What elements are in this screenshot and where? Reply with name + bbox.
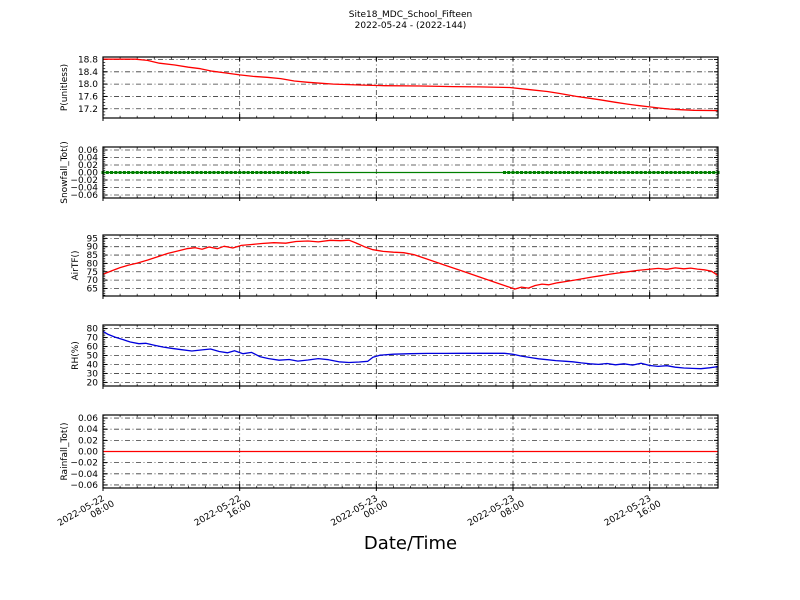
ticks [102,147,719,201]
x-tick-label: 2022-05-2308:00 [466,491,526,537]
y-tick-label: 65 [87,284,98,294]
chart-subtitle: 2022-05-24 - (2022-144) [354,21,467,31]
y-tick-label: −0.04 [70,470,98,480]
series-line [102,330,719,370]
chart-title: Site18_MDC_School_Fifteen [348,10,473,20]
panel-frame [102,146,719,199]
panel-rainfall-tot: 0.060.040.02 0.00−0.02−0.04−0.06Rainfall_… [60,414,719,491]
y-tick-label: 80 [87,325,99,335]
y-axis-label: RH(%) [71,341,81,370]
x-tick-label: 2022-05-2300:00 [330,491,390,537]
y-tick-label: 0.04 [78,425,98,435]
y-tick-label: 18.8 [78,55,98,65]
gridlines [103,235,718,296]
y-axis-label: Snowfall_Tot() [60,141,70,204]
y-tick-label: −0.02 [70,176,98,186]
ticks [102,414,719,491]
y-tick-label: 0.00 [78,169,98,179]
gridlines [103,57,718,118]
y-tick-label: 18.0 [78,80,98,90]
y-tick-label: 75 [87,268,98,278]
y-tick-label: 90 [87,243,99,253]
y-axis-label: Rainfall_Tot() [60,423,70,481]
gridlines [103,325,718,386]
y-tick-label: 50 [87,352,99,362]
y-tick-label: 70 [87,276,99,286]
y-axis-label: AirTF() [71,250,81,280]
panel-frame [102,234,719,297]
y-tick-label: 30 [87,369,99,379]
x-tick-label: 2022-05-2216:00 [193,491,253,537]
ticks [102,324,719,389]
panel-frame [102,324,719,387]
panel-frame [102,56,719,119]
panel-frame [102,414,719,489]
y-tick-label: 0.00 [78,448,98,458]
y-tick-label: 17.6 [78,92,98,102]
y-tick-label: −0.06 [70,481,98,491]
series-line [103,58,719,112]
y-tick-label: 85 [87,251,98,261]
y-tick-label: 0.04 [78,154,98,164]
y-tick-label: 20 [87,378,99,388]
y-tick-label: −0.04 [70,184,98,194]
panel-snowfall-tot: 0.060.040.020.00−0.02−0.04−0.06Snowfall_… [60,141,720,204]
y-tick-label: 0.02 [78,436,98,446]
y-tick-label: 0.02 [78,161,98,171]
y-tick-label: 95 [87,234,98,244]
x-tick-labels: 2022-05-2208:00 2022-05-2216:00 2022-05-23… [56,491,663,537]
y-tick-label: 70 [87,334,99,344]
ticks [102,234,719,299]
y-tick-label: 17.2 [78,105,98,115]
y-tick-label: −0.06 [70,191,98,201]
x-tick-label: 2022-05-2208:00 [56,491,116,537]
y-tick-label: 0.06 [78,146,98,156]
series-line [102,239,719,290]
y-tick-label: 18.4 [78,68,98,78]
x-axis-label: Date/Time [363,533,458,554]
ticks [102,57,719,121]
y-tick-label: 0.06 [78,414,98,424]
y-axis-label: P(unitless) [60,64,70,111]
panel-p-unitless: 18.8 18.4 18.0 17.6 17.2 P(unitless) [60,55,719,121]
marker-points [101,171,720,174]
y-tick-label: 60 [87,343,99,353]
y-tick-label: 80 [87,259,99,269]
y-tick-label: 40 [87,360,99,370]
x-tick-label: 2022-05-2316:00 [603,491,663,537]
y-tick-label: −0.02 [70,459,98,469]
